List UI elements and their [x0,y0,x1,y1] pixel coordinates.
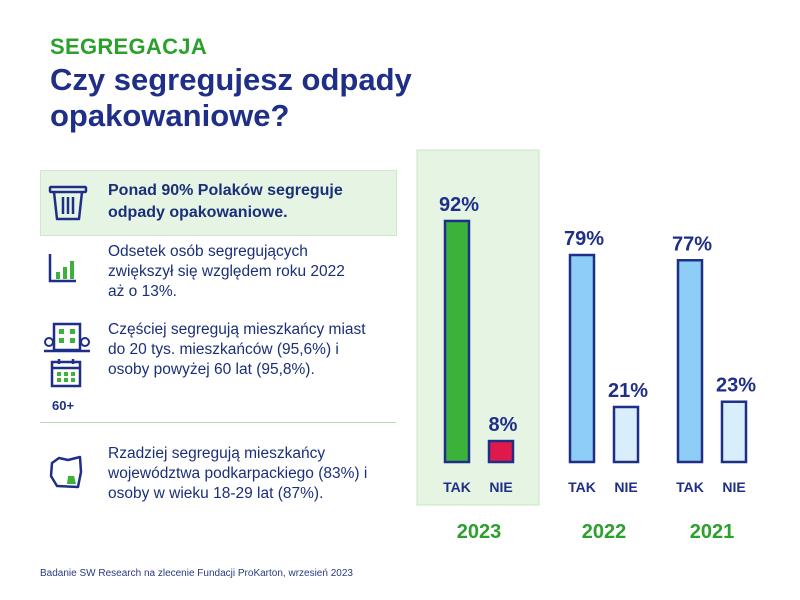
age-60-label: 60+ [52,398,75,413]
bar-2023-tak [443,219,471,464]
trash-bin-icon [48,184,88,227]
page-title: Czy segregujesz odpady opakowaniowe? [50,62,412,133]
bar-2022-tak [568,253,596,464]
bar-chart-icon [48,252,78,289]
city-buildings-icon [44,320,90,359]
value-label-2022-nie: 21% [608,380,648,402]
fact-row-3: 60+ Częściej segregują mieszkańcy miast … [40,318,400,418]
kicker-label: SEGREGACJA [50,34,208,59]
bar-2021-tak [676,259,704,464]
fact-row-2: Odsetek osób segregujących zwiększył się… [40,242,400,306]
source-note: Badanie SW Research na zlecenie Fundacji… [40,568,353,579]
fact-text-4: Rzadziej segregują mieszkańcy województw… [108,445,368,502]
bar-2023-nie [487,439,515,464]
divider [40,422,396,423]
bar-2021-nie [720,400,748,464]
value-label-2022-tak: 79% [564,228,604,250]
fact-text-2: Odsetek osób segregujących zwiększył się… [108,243,345,300]
tick-label-2022-nie: NIE [614,479,637,495]
tick-label-2023-tak: TAK [443,479,471,495]
value-label-2023-tak: 92% [439,194,479,216]
fact-text-3: Częściej segregują mieszkańcy miast do 2… [108,321,366,378]
value-label-2023-nie: 8% [489,414,518,436]
highlight-column-2023 [416,149,540,506]
year-label-2021: 2021 [690,521,735,543]
tick-label-2022-tak: TAK [568,479,596,495]
calendar-icon [50,358,82,393]
fact-row-4: Rzadziej segregują mieszkańcy województw… [40,440,400,510]
tick-label-2023-nie: NIE [489,479,512,495]
value-label-2021-tak: 77% [672,233,712,255]
tick-label-2021-nie: NIE [722,479,745,495]
fact-text-1: Ponad 90% Polaków segreguje odpady opako… [108,182,343,221]
bar-2022-nie [612,405,640,464]
highlight-panel [40,170,397,236]
value-label-2021-nie: 23% [716,375,756,397]
fact-row-1: Ponad 90% Polaków segreguje odpady opako… [40,170,400,234]
region-map-icon [48,454,84,495]
tick-label-2021-tak: TAK [676,479,704,495]
year-label-2022: 2022 [582,521,627,543]
year-label-2023: 2023 [457,521,502,543]
